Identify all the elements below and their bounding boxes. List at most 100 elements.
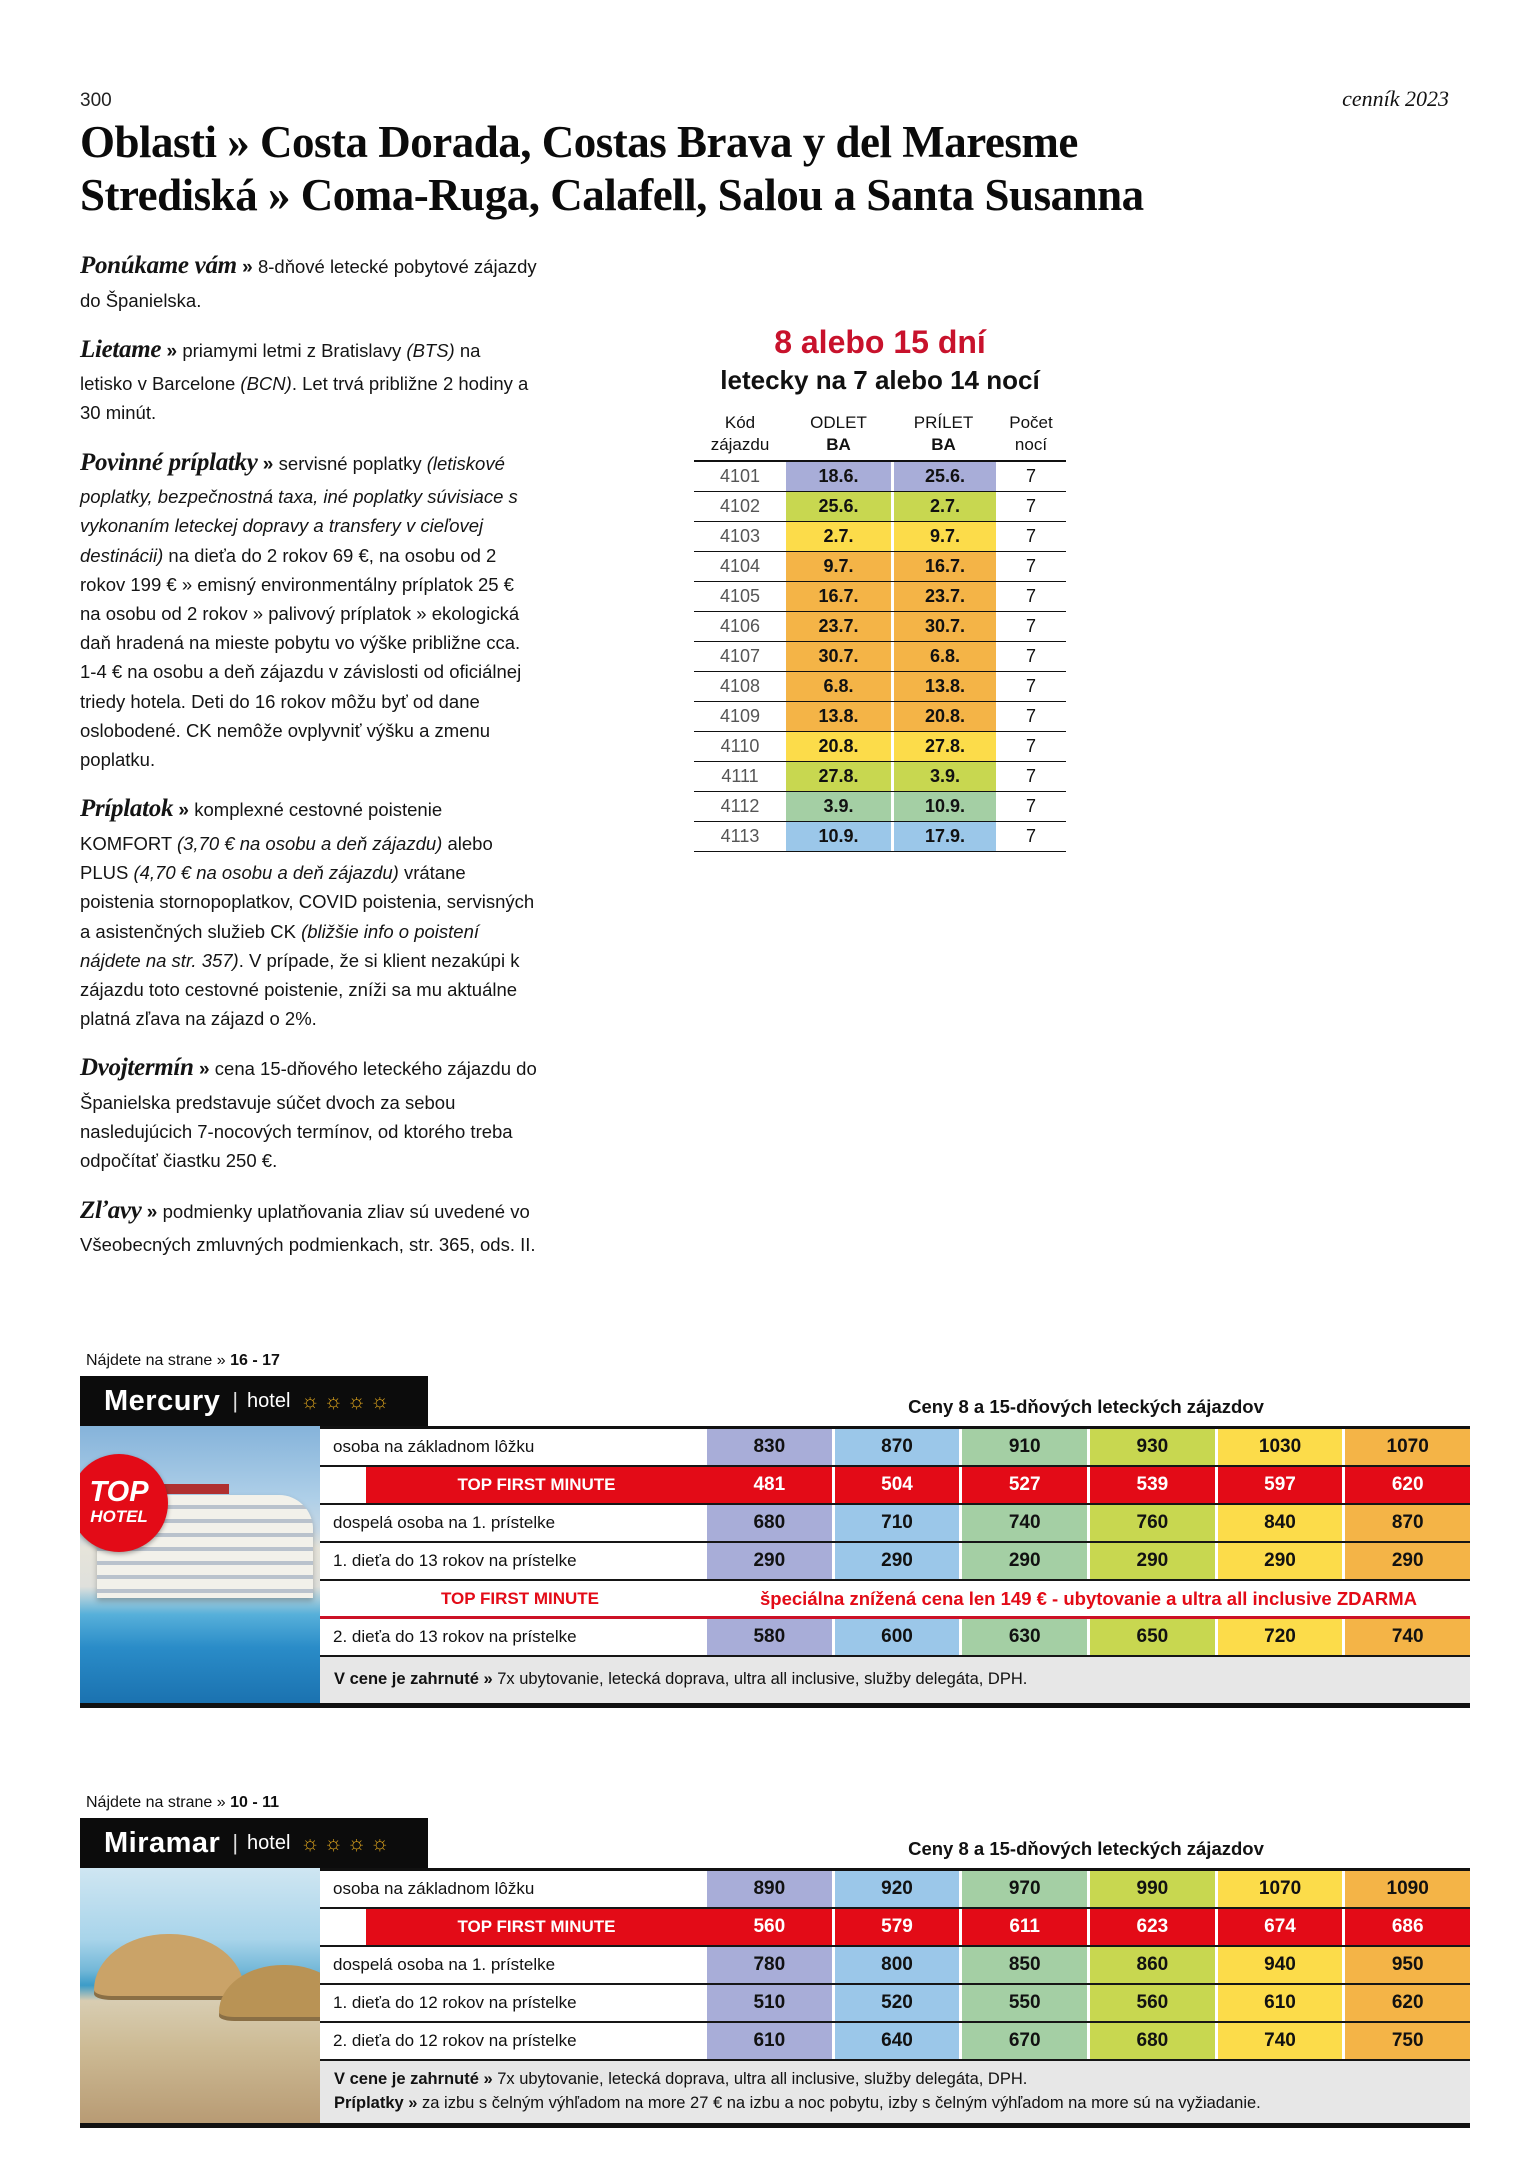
paragraph-heading: Zľavy: [80, 1196, 142, 1224]
flight-row: 4105 16.7. 23.7. 7: [694, 582, 1066, 613]
price-cell: 579: [831, 1909, 960, 1945]
paragraph-heading: Ponúkame vám: [80, 252, 237, 279]
price-cell: 597: [1214, 1467, 1343, 1503]
tour-code: 4103: [719, 526, 761, 547]
price-cells: 580 600 630 650 720 740: [707, 1619, 1471, 1655]
sun-icon: ☼: [346, 1389, 367, 1413]
find-on-page: Nájdete na strane » 16 - 17: [80, 1352, 1470, 1370]
price-cells: 780 800 850 860 940 950: [707, 1947, 1471, 1983]
price-cell: 539: [1087, 1467, 1215, 1503]
hotel-name: Miramar: [104, 1826, 221, 1859]
price-cell: 290: [1342, 1543, 1471, 1579]
hotel-body: TOP HOTEL osoba na základnom lôžku 830 870 91…: [80, 1426, 1471, 1708]
price-cell: 640: [831, 2023, 960, 2059]
find-on-page: Nájdete na strane » 10 - 11: [80, 1794, 1470, 1812]
price-cell: 650: [1087, 1619, 1215, 1655]
price-row-label: dospelá osoba na 1. prístelke: [333, 1955, 556, 1974]
departure-date: 9.7.: [786, 552, 891, 582]
price-cell: 610: [707, 2023, 832, 2059]
price-cell: 970: [959, 1871, 1088, 1907]
flight-table-header: Kód zájazdu ODLET BA PRÍLET BA Počet nocí: [694, 412, 1066, 463]
price-cell: 481: [707, 1467, 832, 1503]
price-cell: 850: [959, 1947, 1088, 1983]
paragraph-heading: Povinné príplatky: [80, 448, 258, 476]
arrival-date: 23.7.: [891, 582, 996, 612]
paragraph-text: na dieťa do 2 rokov 69 €, na osobu od 2 …: [80, 544, 522, 771]
duration-heading: 8 alebo 15 dní: [774, 324, 986, 360]
sun-icon: ☼: [300, 1831, 320, 1855]
arrival-date: 3.9.: [891, 762, 996, 792]
arrival-date: 30.7.: [891, 612, 996, 642]
price-cell: 290: [831, 1543, 960, 1579]
duration-subheading: letecky na 7 alebo 14 nocí: [720, 365, 1040, 395]
price-cell: 780: [707, 1947, 832, 1983]
price-cell: 620: [1342, 1985, 1471, 2021]
chevron-separator: »: [193, 1059, 215, 1081]
nights-count: 7: [1025, 496, 1036, 517]
price-table: osoba na základnom lôžku 830 870 910 930 1030…: [320, 1426, 1471, 1703]
tour-code: 4112: [720, 796, 760, 817]
sun-icon: ☼: [323, 1831, 343, 1855]
price-cell: 670: [959, 2023, 1088, 2059]
paragraph-heading: Príplatok: [80, 795, 174, 823]
header-top: Kód: [724, 413, 756, 432]
nights-count: 7: [1025, 766, 1036, 787]
header-bottom: zájazdu: [710, 435, 770, 455]
price-cell: 504: [831, 1467, 960, 1503]
price-cell: 520: [831, 1985, 960, 2021]
top-hotel-badge: TOP HOTEL: [80, 1454, 168, 1552]
nights-count: 7: [1025, 676, 1036, 697]
flight-row: 4107 30.7. 6.8. 7: [694, 642, 1066, 673]
first-minute-row: TOP FIRST MINUTE 560 579 611 623 674 686: [320, 1909, 1471, 1947]
price-cells: 510 520 550 560 610 620: [707, 1985, 1471, 2021]
flight-row: 4113 10.9. 17.9. 7: [694, 822, 1066, 853]
price-row-label: 2. dieťa do 12 rokov na prístelke: [333, 2031, 577, 2050]
price-row-label: 1. dieťa do 12 rokov na prístelke: [333, 1993, 577, 2012]
info-paragraph: Ponúkame vám » 8-dňové letecké pobytové …: [80, 246, 538, 315]
price-cell: 830: [707, 1429, 832, 1465]
price-row-label: TOP FIRST MINUTE: [457, 1475, 616, 1494]
nights-count: 7: [1025, 646, 1036, 667]
price-row: dospelá osoba na 1. prístelke 680 710 740 76…: [320, 1505, 1471, 1543]
tour-code: 4105: [719, 586, 761, 607]
price-cell: 620: [1342, 1467, 1471, 1503]
flight-row: 4102 25.6. 2.7. 7: [694, 492, 1066, 523]
row-notch: [320, 1909, 366, 1945]
pipe-separator: |: [232, 1388, 239, 1413]
sun-icon: ☼: [346, 1831, 367, 1855]
price-row-label: osoba na základnom lôžku: [333, 1879, 535, 1898]
arrival-date: 10.9.: [891, 792, 996, 822]
price-cell: 290: [707, 1543, 832, 1579]
departure-date: 13.8.: [786, 702, 891, 732]
promo-note-row: TOP FIRST MINUTE špeciálna znížená cena l…: [320, 1581, 1470, 1619]
flight-row: 4108 6.8. 13.8. 7: [694, 672, 1066, 703]
row-notch: [320, 1467, 366, 1503]
paragraph-text: 8-dňové letecké pobytové zájazdy do Špan…: [80, 256, 537, 311]
price-cell: 550: [959, 1985, 1088, 2021]
footer-label: V cene je zahrnuté »: [334, 1670, 498, 1689]
hotel-type-label: hotel: [247, 1831, 291, 1854]
paragraph-text: na letisko v Barcelone: [80, 339, 481, 395]
nights-count: 7: [1025, 466, 1036, 487]
info-paragraph: Zľavy » podmienky uplatňovania zliav sú …: [80, 1191, 538, 1260]
paragraph-text: (letiskové poplatky, bezpečnostná taxa, …: [80, 452, 518, 566]
price-cells: 481 504 527 539 597 620: [707, 1467, 1471, 1503]
pipe-separator: |: [232, 1830, 239, 1855]
nights-count: 7: [1025, 736, 1036, 757]
tour-code: 4111: [721, 766, 759, 787]
price-cell: 630: [959, 1619, 1088, 1655]
prices-title: Ceny 8 a 15-dňových leteckých zájazdov: [908, 1838, 1264, 1859]
price-cells: 560 579 611 623 674 686: [707, 1909, 1471, 1945]
price-cell: 910: [959, 1429, 1088, 1465]
price-row-label: 2. dieťa do 13 rokov na prístelke: [333, 1627, 577, 1646]
tour-code: 4108: [719, 676, 761, 697]
price-cell: 527: [959, 1467, 1088, 1503]
price-cell: 623: [1087, 1909, 1215, 1945]
nights-count: 7: [1025, 706, 1036, 727]
price-cell: 686: [1342, 1909, 1471, 1945]
catalog-edition: cenník 2023: [1342, 86, 1449, 111]
nights-count: 7: [1025, 616, 1036, 637]
footer-line: V cene je zahrnuté » 7x ubytovanie, lete…: [334, 2068, 1460, 2092]
price-cell: 1070: [1214, 1871, 1343, 1907]
hotel-star-rating: ☼ ☼ ☼ ☼: [296, 1391, 389, 1412]
